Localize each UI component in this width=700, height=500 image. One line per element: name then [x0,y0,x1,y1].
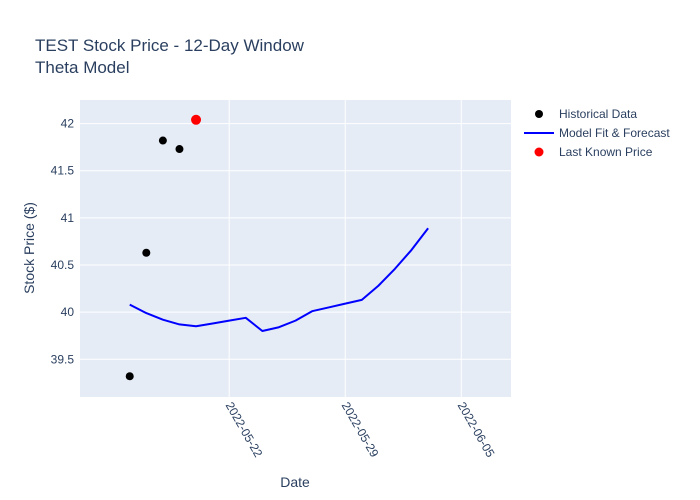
x-axis-title: Date [280,474,310,490]
legend-item-historical[interactable]: Historical Data [535,107,637,121]
x-tick-label: 2022-05-29 [339,400,382,460]
legend-item-model[interactable]: Model Fit & Forecast [524,126,670,140]
y-tick-labels: 39.5 40 40.5 41 41.5 42 [51,117,75,367]
last-price-point[interactable] [191,114,202,125]
series-layer [125,114,429,381]
y-tick-label: 41 [61,211,75,225]
model-line[interactable] [129,227,429,332]
y-gridlines [80,123,511,360]
y-tick-label: 41.5 [51,164,75,178]
x-tick-label: 2022-06-05 [455,400,498,460]
historical-point[interactable] [125,372,134,381]
legend-marker-last-price [534,147,544,157]
legend-label-last-price: Last Known Price [559,145,653,159]
y-tick-label: 40 [61,305,75,319]
y-tick-label: 39.5 [51,352,75,366]
x-tick-labels: 2022-05-22 2022-05-29 2022-06-05 [223,400,498,460]
x-tick-label: 2022-05-22 [223,400,266,460]
chart-title: TEST Stock Price - 12-Day Window [35,36,305,55]
legend: Historical Data Model Fit & Forecast Las… [524,107,670,159]
x-gridlines [228,100,462,397]
historical-point[interactable] [142,248,151,257]
legend-label-historical: Historical Data [559,107,637,121]
plot-background [80,100,511,397]
legend-label-model: Model Fit & Forecast [559,126,670,140]
chart-subtitle: Theta Model [35,58,130,77]
legend-item-last-price[interactable]: Last Known Price [534,145,653,159]
y-tick-label: 40.5 [51,258,75,272]
historical-point[interactable] [175,145,184,154]
y-tick-label: 42 [61,117,75,131]
legend-marker-historical [535,110,543,118]
historical-point[interactable] [158,136,167,145]
y-axis-title: Stock Price ($) [21,202,37,294]
